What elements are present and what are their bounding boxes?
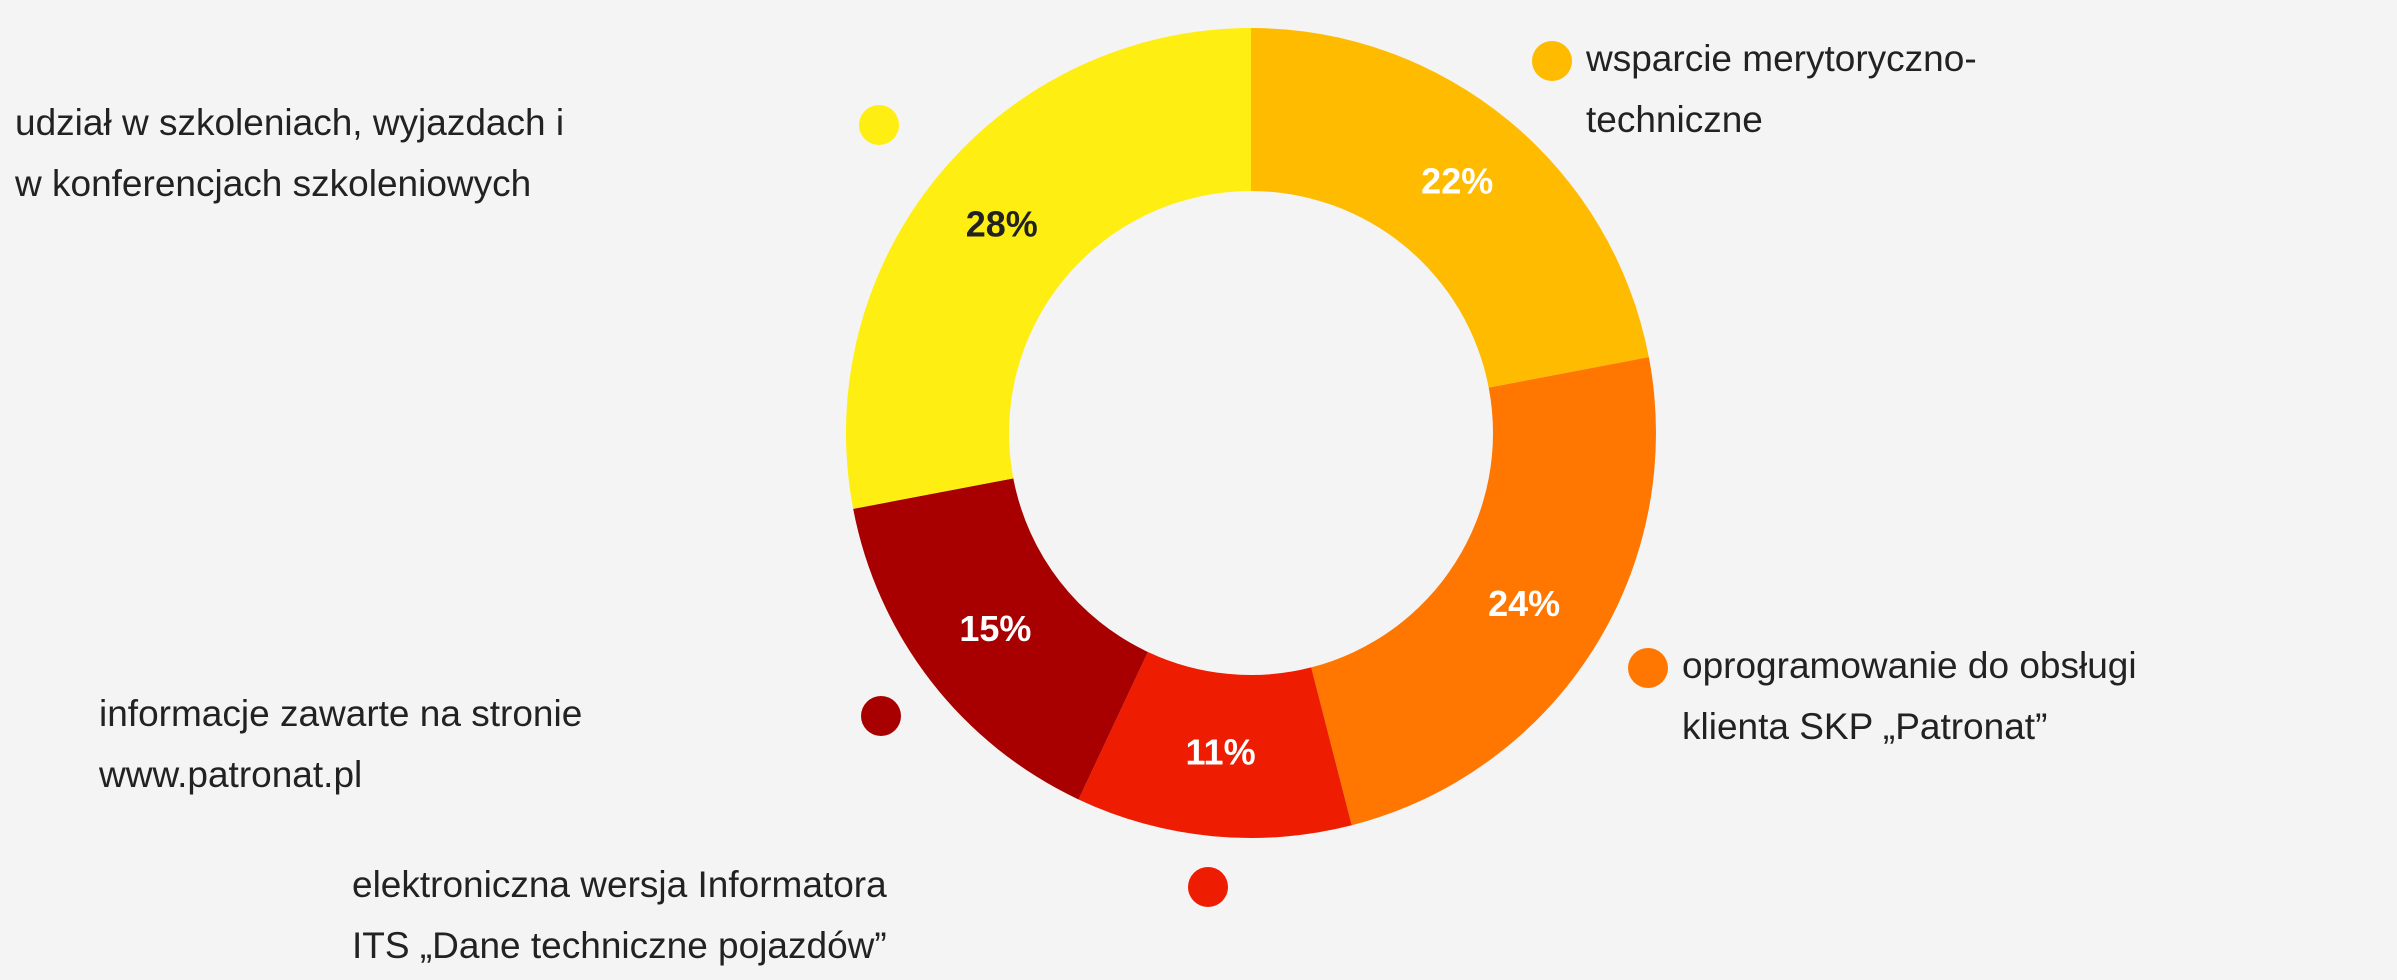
legend-label: udział w szkoleniach, wyjazdach i (15, 102, 564, 143)
legend-label: ITS „Dane techniczne pojazdów” (352, 925, 887, 966)
slice (1251, 28, 1649, 388)
legend-label: w konferencjach szkoleniowych (14, 163, 531, 204)
slice (853, 478, 1148, 800)
legend-dot (1188, 867, 1228, 907)
value-label: 28% (966, 203, 1038, 244)
legend-dot (1532, 41, 1572, 81)
value-label: 22% (1421, 160, 1493, 201)
legend-label: informacje zawarte na stronie (99, 693, 582, 734)
value-label: 24% (1488, 583, 1560, 624)
slice (845, 28, 1251, 509)
legend-label: techniczne (1586, 99, 1763, 140)
legend-label: oprogramowanie do obsługi (1682, 645, 2137, 686)
legend-label: wsparcie merytoryczno- (1585, 38, 1977, 79)
legend-dot (859, 105, 899, 145)
value-label: 11% (1186, 732, 1256, 773)
legend-label: klienta SKP „Patronat” (1682, 706, 2047, 747)
legend-label: www.patronat.pl (98, 754, 362, 795)
legend-label: elektroniczna wersja Informatora (352, 864, 887, 905)
slice (1311, 357, 1656, 826)
legend-dot (861, 696, 901, 736)
legend-dot (1628, 648, 1668, 688)
slice (1078, 651, 1352, 838)
value-label: 15% (959, 608, 1031, 649)
